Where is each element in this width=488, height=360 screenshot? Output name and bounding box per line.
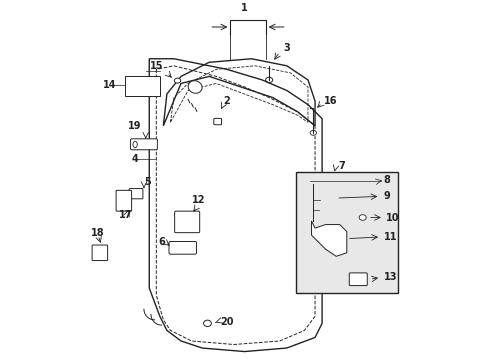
Text: 4: 4 — [131, 154, 138, 164]
Polygon shape — [311, 221, 346, 256]
Text: 19: 19 — [128, 121, 142, 131]
Text: 16: 16 — [323, 96, 337, 106]
FancyBboxPatch shape — [92, 245, 107, 261]
Text: 8: 8 — [383, 175, 390, 185]
Ellipse shape — [133, 141, 137, 148]
Text: 7: 7 — [337, 161, 344, 171]
Text: 1: 1 — [241, 3, 247, 13]
Ellipse shape — [203, 320, 211, 327]
Text: 18: 18 — [91, 228, 104, 238]
Text: 17: 17 — [119, 210, 133, 220]
Text: 12: 12 — [191, 195, 205, 205]
Ellipse shape — [174, 78, 180, 83]
Text: 2: 2 — [223, 96, 230, 106]
FancyBboxPatch shape — [174, 211, 199, 233]
Text: 13: 13 — [383, 273, 397, 283]
Ellipse shape — [309, 130, 316, 135]
Text: 10: 10 — [385, 212, 398, 222]
Text: 5: 5 — [143, 177, 150, 187]
FancyBboxPatch shape — [130, 139, 157, 150]
Text: 15: 15 — [149, 61, 163, 71]
Bar — [295, 172, 397, 293]
Text: 9: 9 — [383, 191, 390, 201]
Text: 20: 20 — [220, 316, 233, 327]
Ellipse shape — [358, 215, 366, 220]
Text: 11: 11 — [383, 232, 397, 242]
Bar — [124, 76, 160, 96]
Ellipse shape — [188, 81, 202, 93]
FancyBboxPatch shape — [213, 118, 221, 125]
Text: 14: 14 — [103, 80, 117, 90]
FancyBboxPatch shape — [348, 273, 366, 285]
Text: 3: 3 — [283, 43, 289, 53]
Text: 6: 6 — [158, 237, 164, 247]
FancyBboxPatch shape — [129, 189, 142, 199]
FancyBboxPatch shape — [116, 190, 131, 211]
FancyBboxPatch shape — [169, 242, 196, 254]
